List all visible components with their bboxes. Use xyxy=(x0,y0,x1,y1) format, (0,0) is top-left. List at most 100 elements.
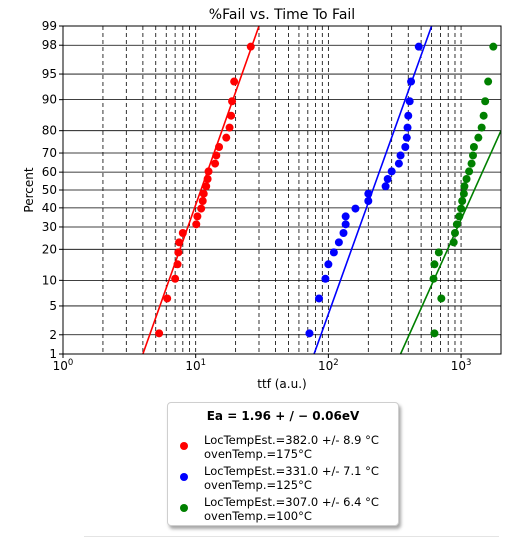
y-tick-label: 90 xyxy=(42,93,57,107)
data-point-series-2 xyxy=(404,112,412,120)
divider xyxy=(84,536,499,537)
data-point-series-2 xyxy=(364,197,372,205)
legend-marker-blue xyxy=(180,473,188,481)
data-point-series-1 xyxy=(193,212,201,220)
legend-label: LocTempEst.=307.0 +/- 6.4 °C ovenTemp.=1… xyxy=(204,495,379,523)
legend: Ea = 1.96 + / − 0.06eV LocTempEst.=382.0… xyxy=(167,402,399,526)
data-point-series-3 xyxy=(463,175,471,183)
y-tick-label: 40 xyxy=(42,201,57,215)
chart-title: %Fail vs. Time To Fail xyxy=(209,7,355,23)
data-point-series-2 xyxy=(364,190,372,198)
data-point-series-2 xyxy=(382,182,390,190)
data-point-series-3 xyxy=(457,205,465,213)
legend-title: Ea = 1.96 + / − 0.06eV xyxy=(168,409,398,423)
y-tick-label: 30 xyxy=(42,220,57,234)
data-point-series-2 xyxy=(321,275,329,283)
data-point-series-1 xyxy=(171,275,179,283)
data-point-series-3 xyxy=(468,160,476,168)
data-point-series-3 xyxy=(453,220,461,228)
data-point-series-1 xyxy=(228,97,236,105)
legend-label: LocTempEst.=331.0 +/- 7.1 °C ovenTemp.=1… xyxy=(204,464,379,492)
data-point-series-3 xyxy=(430,329,438,337)
data-point-series-2 xyxy=(397,151,405,159)
y-tick-label: 1 xyxy=(49,347,57,361)
data-point-series-2 xyxy=(406,97,414,105)
data-point-series-1 xyxy=(202,182,210,190)
data-point-series-3 xyxy=(435,248,443,256)
y-axis-label: Percent xyxy=(22,167,36,212)
data-point-series-1 xyxy=(163,294,171,302)
y-tick-label: 95 xyxy=(42,67,57,81)
y-tick-label: 5 xyxy=(49,299,57,313)
legend-entry-series-1: LocTempEst.=382.0 +/- 8.9 °C ovenTemp.=1… xyxy=(168,433,398,467)
data-point-series-1 xyxy=(175,238,183,246)
data-point-series-1 xyxy=(211,160,219,168)
data-point-series-3 xyxy=(470,143,478,151)
data-point-series-3 xyxy=(469,151,477,159)
data-point-series-1 xyxy=(212,151,220,159)
legend-label: LocTempEst.=382.0 +/- 8.9 °C ovenTemp.=1… xyxy=(204,433,379,461)
data-point-series-3 xyxy=(451,229,459,237)
x-tick-label: 101 xyxy=(185,358,206,373)
data-point-series-3 xyxy=(460,182,468,190)
data-point-series-1 xyxy=(155,329,163,337)
data-point-series-2 xyxy=(403,134,411,142)
data-point-series-1 xyxy=(230,78,238,86)
x-tick-label: 102 xyxy=(318,358,339,373)
data-point-series-3 xyxy=(437,294,445,302)
data-point-series-2 xyxy=(395,160,403,168)
data-point-series-1 xyxy=(174,248,182,256)
x-axis-label: ttf (a.u.) xyxy=(257,377,306,391)
legend-entry-series-3: LocTempEst.=307.0 +/- 6.4 °C ovenTemp.=1… xyxy=(168,495,398,529)
data-point-series-2 xyxy=(330,248,338,256)
data-point-series-2 xyxy=(351,205,359,213)
y-tick-label: 60 xyxy=(42,165,57,179)
data-point-series-3 xyxy=(481,97,489,105)
y-tick-label: 99 xyxy=(42,19,57,33)
data-point-series-2 xyxy=(342,220,350,228)
data-point-series-1 xyxy=(204,175,212,183)
y-tick-label: 70 xyxy=(42,146,57,160)
data-point-series-3 xyxy=(458,197,466,205)
y-tick-label: 80 xyxy=(42,124,57,138)
y-tick-label: 20 xyxy=(42,242,57,256)
y-tick-label: 50 xyxy=(42,183,57,197)
data-point-series-1 xyxy=(222,134,230,142)
data-point-series-1 xyxy=(192,220,200,228)
data-point-series-3 xyxy=(474,134,482,142)
data-point-series-1 xyxy=(199,197,207,205)
data-point-series-3 xyxy=(430,260,438,268)
data-point-series-1 xyxy=(227,112,235,120)
data-point-series-2 xyxy=(342,212,350,220)
data-point-series-3 xyxy=(450,238,458,246)
y-tick-label: 98 xyxy=(42,38,57,52)
data-point-series-2 xyxy=(407,78,415,86)
data-point-series-1 xyxy=(215,143,223,151)
data-point-series-3 xyxy=(480,112,488,120)
data-point-series-3 xyxy=(455,212,463,220)
legend-marker-red xyxy=(180,442,188,450)
x-tick-label: 103 xyxy=(451,358,472,373)
data-point-series-1 xyxy=(200,190,208,198)
data-point-series-2 xyxy=(335,238,343,246)
legend-entry-series-2: LocTempEst.=331.0 +/- 7.1 °C ovenTemp.=1… xyxy=(168,464,398,498)
data-point-series-1 xyxy=(226,124,234,132)
data-point-series-3 xyxy=(484,78,492,86)
data-point-series-1 xyxy=(179,229,187,237)
y-tick-label: 2 xyxy=(49,328,57,342)
data-point-series-2 xyxy=(415,43,423,51)
data-point-series-2 xyxy=(401,143,409,151)
legend-marker-green xyxy=(180,504,188,512)
data-point-series-3 xyxy=(430,275,438,283)
data-point-series-1 xyxy=(174,260,182,268)
data-point-series-2 xyxy=(305,329,313,337)
data-point-series-2 xyxy=(324,260,332,268)
data-point-series-2 xyxy=(315,294,323,302)
y-tick-label: 10 xyxy=(42,273,57,287)
data-point-series-3 xyxy=(489,43,497,51)
data-point-series-3 xyxy=(465,167,473,175)
data-point-series-2 xyxy=(404,124,412,132)
data-point-series-2 xyxy=(384,175,392,183)
data-point-series-2 xyxy=(388,167,396,175)
data-point-series-3 xyxy=(460,190,468,198)
